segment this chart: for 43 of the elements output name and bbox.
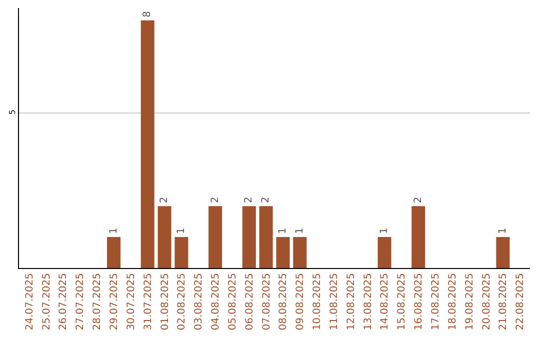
data-label: 1 — [294, 228, 306, 234]
data-label: 1 — [176, 228, 187, 234]
data-label: 1 — [277, 228, 288, 234]
x-tick-label: 04.08.2025 — [210, 273, 222, 330]
x-tick-label: 08.08.2025 — [278, 273, 290, 330]
x-tick-label: 01.08.2025 — [160, 273, 171, 330]
x-tick-label: 30.07.2025 — [126, 273, 137, 330]
x-tick-label: 18.08.2025 — [447, 273, 458, 330]
x-tick-label: 16.08.2025 — [414, 273, 425, 330]
x-tick-label: 13.08.2025 — [362, 273, 374, 330]
data-label: 8 — [142, 11, 154, 18]
data-label: 1 — [108, 228, 120, 234]
x-tick-label: 22.08.2025 — [515, 273, 526, 330]
data-label: 2 — [244, 196, 255, 204]
x-tick-label: 17.08.2025 — [430, 273, 442, 330]
x-tick-label: 09.08.2025 — [295, 273, 306, 330]
x-tick-label: 20.08.2025 — [481, 273, 492, 330]
data-label: 1 — [378, 228, 390, 234]
data-label: 2 — [412, 196, 424, 204]
data-label: 2 — [159, 196, 170, 204]
x-tick-label: 25.07.2025 — [41, 273, 52, 330]
x-tick-label: 27.07.2025 — [75, 273, 86, 330]
x-tick-label: 03.08.2025 — [194, 273, 205, 330]
x-tick-label: 05.08.2025 — [227, 273, 238, 330]
x-tick-label: 26.07.2025 — [58, 273, 70, 330]
x-tick-label: 06.08.2025 — [244, 273, 256, 330]
data-label: 2 — [260, 196, 272, 204]
x-tick-label: 21.08.2025 — [498, 273, 510, 330]
x-tick-label: 11.08.2025 — [328, 273, 340, 330]
x-tick-label: 24.07.2025 — [24, 273, 36, 330]
data-label: 1 — [497, 228, 508, 234]
y-tick-label: 5 — [8, 109, 17, 115]
data-label: 2 — [210, 196, 221, 204]
x-tick-label: 02.08.2025 — [176, 273, 188, 330]
x-tick-label: 28.07.2025 — [92, 273, 104, 330]
x-tick-label: 12.08.2025 — [346, 273, 357, 330]
x-tick-label: 15.08.2025 — [396, 273, 408, 330]
x-tick-label: 19.08.2025 — [464, 273, 476, 330]
x-tick-label: 10.08.2025 — [312, 273, 324, 330]
x-tick-label: 07.08.2025 — [261, 273, 272, 330]
x-tick-label: 31.07.2025 — [142, 273, 154, 330]
x-tick-label: 14.08.2025 — [380, 273, 391, 330]
x-tick-label: 29.07.2025 — [109, 273, 120, 330]
